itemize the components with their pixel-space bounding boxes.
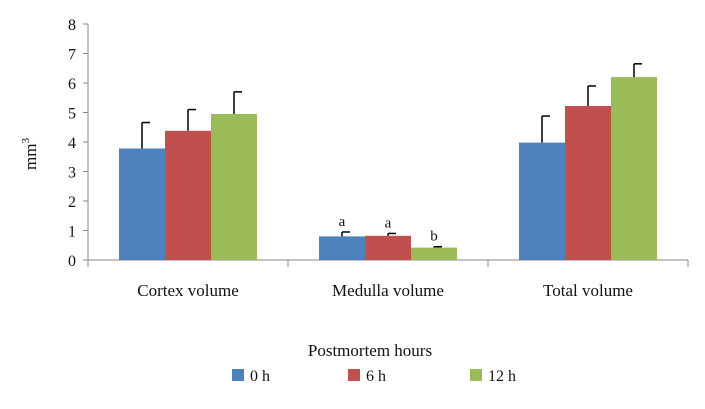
bar-6h-0 xyxy=(165,130,211,260)
bar-12h-1 xyxy=(411,247,457,260)
y-tick-label: 7 xyxy=(68,47,76,64)
significance-label: a xyxy=(385,215,392,231)
y-tick-label: 3 xyxy=(68,165,76,182)
significance-label: b xyxy=(430,229,438,245)
bar-6h-2 xyxy=(565,106,611,260)
legend-swatch-12h xyxy=(470,369,482,381)
y-tick-label: 2 xyxy=(68,194,76,211)
legend-swatch-0h xyxy=(232,369,244,381)
y-axis-label: mm3 xyxy=(20,138,40,170)
y-tick-label: 5 xyxy=(68,106,76,123)
legend-label: 0 h xyxy=(250,368,270,385)
y-tick-label: 6 xyxy=(68,76,76,93)
y-tick-label: 4 xyxy=(68,135,76,152)
bar-0h-0 xyxy=(119,148,165,260)
y-tick-label: 8 xyxy=(68,17,76,34)
bar-12h-2 xyxy=(611,77,657,260)
legend-label: 12 h xyxy=(488,368,516,385)
x-axis-label: Postmortem hours xyxy=(308,341,432,360)
y-tick-label: 1 xyxy=(68,224,76,241)
x-tick-label: Cortex volume xyxy=(137,281,239,300)
x-tick-label: Total volume xyxy=(543,281,633,300)
x-tick-label: Medulla volume xyxy=(332,281,444,300)
bar-6h-1 xyxy=(365,235,411,260)
bar-0h-1 xyxy=(319,236,365,260)
legend-label: 6 h xyxy=(366,368,386,385)
significance-label: a xyxy=(339,214,346,230)
bar-0h-2 xyxy=(519,142,565,260)
bar-12h-0 xyxy=(211,113,257,260)
legend: 0 h 6 h 12 h xyxy=(232,368,516,385)
legend-swatch-6h xyxy=(348,369,360,381)
plot-area: 0 1 2 3 4 5 6 7 8 Cortex volume Medulla volume a a b T… xyxy=(68,17,689,300)
y-tick-label: 0 xyxy=(68,253,76,270)
